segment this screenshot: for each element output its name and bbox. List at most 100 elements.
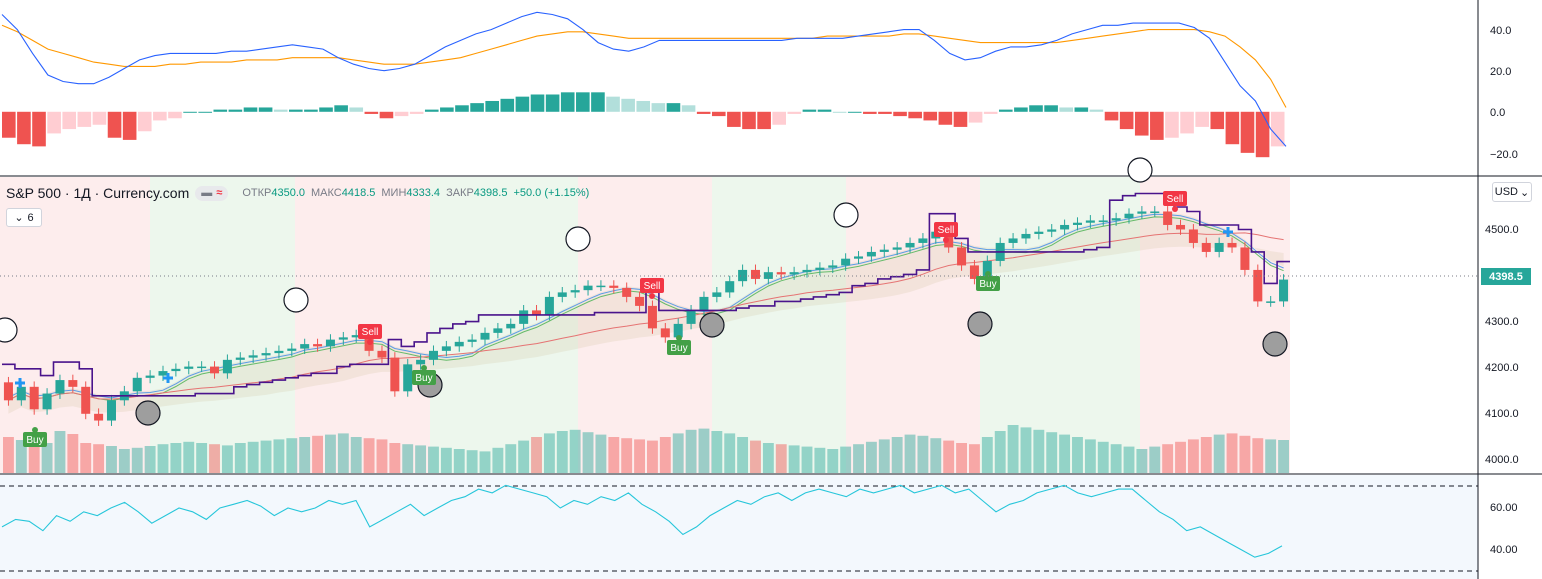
volume-bar (969, 444, 980, 473)
histogram-bar (455, 105, 469, 112)
volume-bar (595, 434, 607, 473)
price-axis[interactable]: 40.020.00.0−20.04500.04400.04300.04200.0… (1485, 25, 1519, 556)
volume-bar (28, 438, 40, 473)
ohlc-values: ОТКР4350.0 МАКС4418.5 МИН4333.4 ЗАКР4398… (242, 187, 590, 199)
sell-signal-label: Sell (644, 281, 661, 292)
bottom-oscillator-pane[interactable] (0, 484, 1478, 572)
volume-bar (221, 445, 233, 473)
histogram-bar (47, 111, 61, 134)
bottom-axis-tick-label: 40.00 (1490, 544, 1518, 556)
minus-icon: ▬ (201, 187, 213, 199)
signal-dot (32, 427, 38, 433)
volume-bar (556, 431, 568, 473)
volume-bar (917, 435, 929, 473)
histogram-bar (243, 107, 258, 112)
volume-bar (3, 437, 14, 473)
candle-body (68, 380, 78, 387)
currency-button[interactable]: USD ⌄ (1492, 182, 1532, 202)
volume-bar (363, 438, 375, 473)
candle-body (635, 296, 645, 306)
histogram-bar (1119, 111, 1134, 130)
volume-bar (234, 443, 246, 473)
volume-bar (1187, 439, 1199, 473)
volume-bar (453, 449, 465, 473)
buy-signal-badge (667, 340, 691, 355)
candle-body (351, 335, 361, 338)
histogram-bar (470, 103, 484, 112)
candle-body (660, 328, 670, 338)
top-oscillator-pane[interactable] (1, 11, 1287, 158)
candle-body (210, 366, 220, 374)
histogram-bar (923, 111, 938, 121)
volume-bar (711, 431, 723, 473)
buy-signal-label: Buy (979, 279, 996, 290)
volume-bar (1136, 449, 1148, 473)
volume-bar (724, 433, 736, 473)
pivot-circle-marker (283, 287, 309, 313)
indicators-toggle-button[interactable]: ⌄ 6 (6, 208, 42, 227)
candle-body (583, 285, 593, 291)
volume-bar (286, 438, 298, 473)
histogram-bar (1240, 111, 1255, 153)
candle-body (841, 258, 851, 266)
volume-bar (415, 445, 427, 473)
candle-body (42, 393, 52, 410)
histogram-bar (1059, 107, 1074, 112)
candle-body (158, 371, 168, 376)
candle-body (1201, 242, 1211, 252)
symbol-title[interactable]: S&P 500 · 1Д · Currency.com (6, 185, 190, 201)
candle-body (854, 256, 864, 259)
histogram-bar (334, 105, 348, 112)
candle-body (802, 269, 812, 273)
histogram-bar (711, 111, 726, 117)
histogram-bar (727, 111, 741, 127)
candle-body (441, 346, 451, 351)
histogram-bar (122, 111, 137, 140)
histogram-bar (696, 111, 711, 114)
volume-bar (814, 447, 826, 473)
histogram-bar (168, 111, 182, 119)
price-pane[interactable]: Buy Sell Buy Sell Buy Sell Buy Sell (0, 157, 1478, 473)
buy-signal-label: Buy (26, 435, 43, 446)
histogram-bar (424, 109, 439, 112)
histogram-bar (137, 111, 152, 132)
volume-bar (440, 447, 452, 473)
top-axis-tick-label: 0.0 (1490, 107, 1505, 119)
candle-body (750, 269, 760, 279)
candle-body (493, 328, 503, 333)
histogram-bar (289, 109, 303, 112)
volume-bar (582, 432, 594, 473)
macd-line (1, 11, 1287, 147)
candle-body (1253, 269, 1263, 302)
histogram-bar (908, 111, 922, 119)
volume-bar (106, 446, 117, 473)
symbol-legend[interactable]: S&P 500 · 1Д · Currency.com ▬ ≈ ОТКР4350… (6, 184, 589, 202)
pivot-circle-marker (1262, 331, 1288, 357)
signal-dot (985, 271, 991, 277)
mode-pill[interactable]: ▬ ≈ (195, 185, 229, 201)
volume-bar (801, 446, 813, 473)
histogram-bar (213, 109, 228, 112)
histogram-bar (258, 107, 273, 112)
volume-bar (479, 451, 491, 473)
sell-signal-label: Sell (938, 225, 955, 236)
histogram-bar (742, 111, 756, 130)
volume-bar (273, 439, 285, 473)
candle-body (132, 377, 142, 392)
histogram-bar (817, 109, 832, 112)
candle-body (261, 353, 271, 356)
candle-body (1111, 218, 1121, 221)
histogram-bar (62, 111, 77, 130)
histogram-bar (545, 94, 560, 112)
ma-slow-line (8, 232, 1284, 401)
candle-body (325, 339, 335, 347)
volume-bar (41, 443, 53, 473)
histogram-bar (1210, 111, 1225, 130)
candle-body (1072, 222, 1082, 225)
chevron-down-icon: ⌄ (1520, 186, 1530, 199)
histogram-bar (198, 111, 212, 113)
candle-body (506, 323, 516, 329)
volume-bar (672, 433, 684, 473)
histogram-bar (1029, 105, 1043, 112)
